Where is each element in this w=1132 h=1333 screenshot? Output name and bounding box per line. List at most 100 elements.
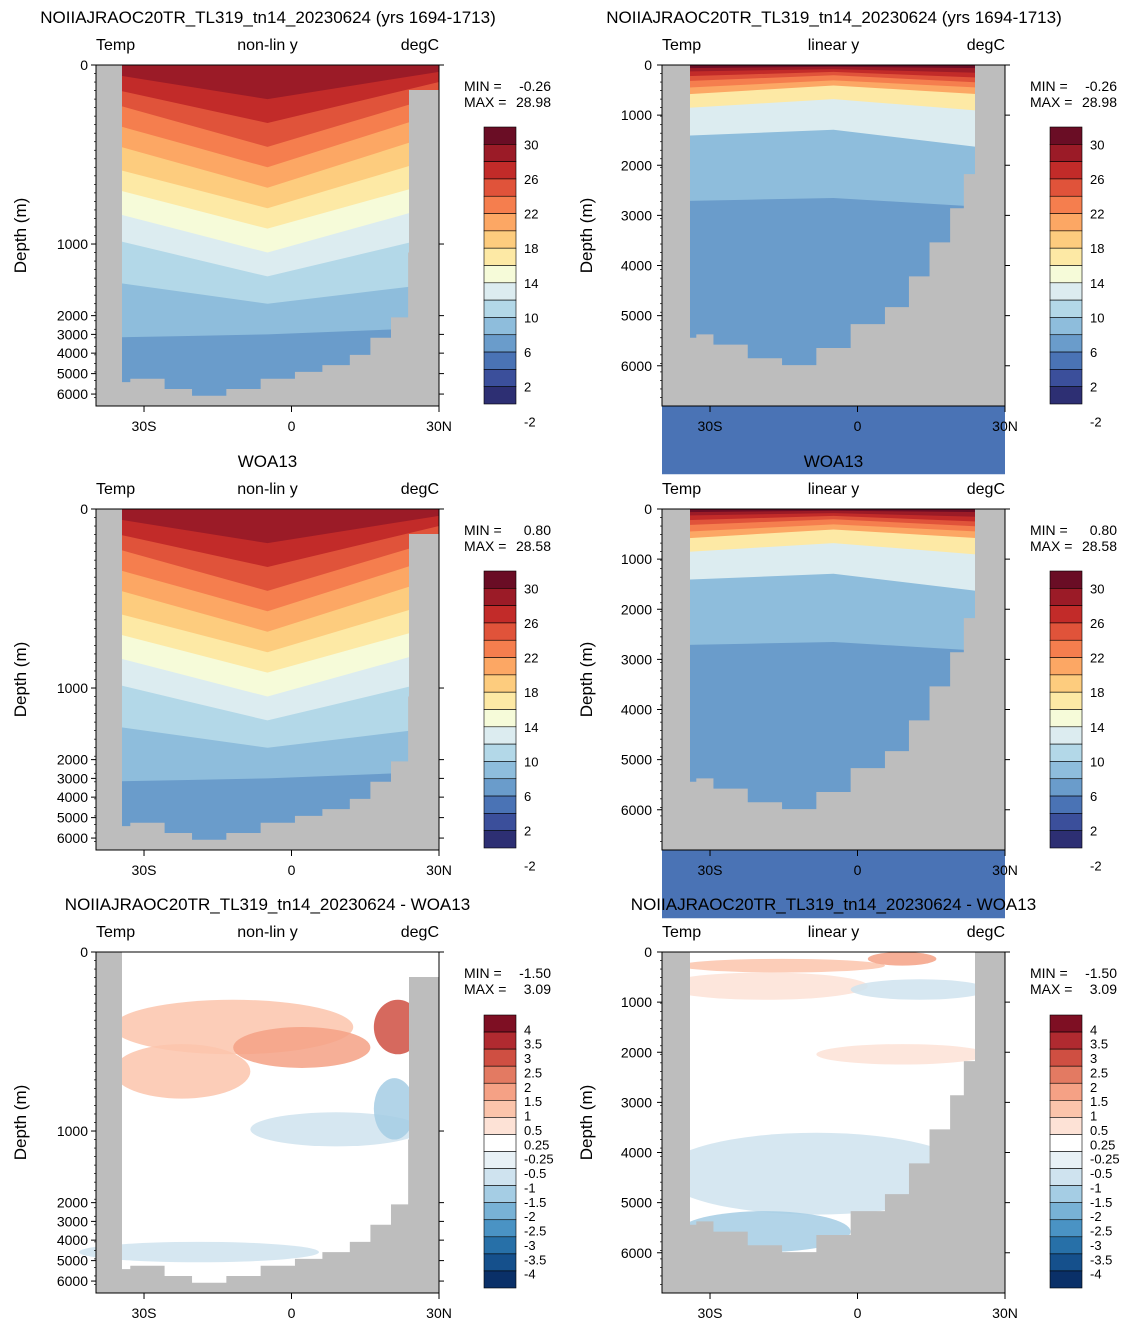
colorbar-swatch	[1049, 351, 1083, 370]
min-value: 0.80	[524, 522, 551, 538]
y-tick-label: 1000	[57, 1123, 88, 1139]
colorbar-label: -1.5	[524, 1195, 546, 1210]
panel-right-label: degC	[967, 37, 1005, 54]
y-tick-label: 5000	[57, 1253, 88, 1269]
colorbar-label: 0.5	[1090, 1123, 1108, 1138]
colorbar-label: -3.5	[524, 1252, 546, 1267]
y-tick-label: 3000	[57, 770, 88, 786]
x-tick-label: 30N	[426, 1305, 452, 1321]
colorbar-label: 22	[1090, 207, 1104, 222]
colorbar-label: -3	[524, 1238, 536, 1253]
panel-right-label: degC	[401, 924, 439, 941]
colorbar-swatch	[483, 334, 517, 353]
land-mask	[662, 509, 1005, 850]
panel-left-label: Temp	[662, 924, 701, 941]
panel-left-label: Temp	[662, 37, 701, 54]
colorbar-swatch	[1049, 178, 1083, 197]
colorbar-label: 1	[1090, 1109, 1097, 1124]
colorbar-swatch	[483, 709, 517, 728]
y-tick-label: 2000	[621, 157, 652, 173]
colorbar-swatch	[483, 1253, 517, 1272]
max-label: MAX =	[464, 981, 506, 997]
colorbar-swatch	[483, 1117, 517, 1135]
colorbar-swatch	[1049, 726, 1083, 745]
colorbar-swatch	[483, 1065, 517, 1084]
colorbar-label: 1.5	[524, 1094, 542, 1109]
x-tick-label: 0	[288, 1305, 296, 1321]
panel-center-label: non-lin y	[237, 924, 297, 941]
y-tick-label: 2000	[57, 1195, 88, 1211]
colorbar-label: 2	[1090, 380, 1097, 395]
y-axis-label: Depth (m)	[577, 642, 596, 718]
colorbar-swatch	[483, 674, 517, 693]
contour-band	[78, 1241, 319, 1263]
colorbar-label: -2	[1090, 1209, 1102, 1224]
y-tick-label: 2000	[57, 752, 88, 768]
y-tick-label: 0	[644, 944, 652, 960]
colorbar-swatch	[1049, 570, 1083, 589]
colorbar-swatch	[1049, 1031, 1083, 1050]
y-axis-label: Depth (m)	[11, 198, 30, 274]
y-tick-label: 5000	[57, 810, 88, 826]
panel-1: NOIIAJRAOC20TR_TL319_tn14_20230624 (yrs …	[11, 8, 551, 434]
colorbar-label: 22	[1090, 651, 1104, 666]
colorbar-swatch	[1049, 213, 1083, 232]
colorbar-swatch	[483, 178, 517, 197]
y-tick-label: 5000	[621, 308, 652, 324]
colorbar-swatch	[1049, 334, 1083, 353]
colorbar-swatch	[483, 813, 517, 831]
panel-3: WOA13 Temp non-lin y degC 0 1000 2000 3000 4000 5…	[11, 452, 551, 878]
x-tick-label: 0	[288, 862, 296, 878]
colorbar-label: 10	[1090, 754, 1104, 769]
colorbar-label: 4	[524, 1022, 531, 1037]
x-tick-label: 30N	[426, 862, 452, 878]
colorbar-swatch	[1049, 639, 1083, 658]
panel-5: NOIIAJRAOC20TR_TL319_tn14_20230624 - WOA…	[11, 895, 554, 1321]
panel-center-label: linear y	[808, 481, 860, 498]
colorbar-swatch	[1049, 195, 1083, 214]
min-label: MIN =	[1030, 78, 1068, 94]
colorbar-swatch	[483, 161, 517, 180]
colorbar-swatch	[483, 1270, 517, 1289]
y-tick-label: 5000	[621, 1195, 652, 1211]
panel-4: WOA13 Temp linear y degC 0 1000 2000 3000 4000 50…	[577, 452, 1117, 919]
panel-right-label: degC	[967, 481, 1005, 498]
x-tick-label: 30S	[132, 1305, 157, 1321]
colorbar-label: 3.5	[524, 1037, 542, 1052]
colorbar-swatch	[483, 1202, 517, 1221]
land-mask	[96, 65, 439, 406]
colorbar-label: 2	[1090, 824, 1097, 839]
y-tick-label: 1000	[57, 680, 88, 696]
colorbar-swatch	[1049, 282, 1083, 301]
y-tick-label: 0	[644, 57, 652, 73]
max-value: 3.09	[1090, 981, 1117, 997]
colorbar-swatch	[1049, 1014, 1083, 1033]
colorbar-swatch	[1049, 1219, 1083, 1238]
colorbar-label: 3.5	[1090, 1037, 1108, 1052]
colorbar-swatch	[483, 282, 517, 301]
y-tick-label: 6000	[57, 830, 88, 846]
y-tick-label: 6000	[57, 1273, 88, 1289]
colorbar-label: -2	[524, 1209, 536, 1224]
panel-right-label: degC	[401, 37, 439, 54]
colorbar-swatch	[483, 230, 517, 249]
colorbar-swatch	[483, 1236, 517, 1255]
colorbar-label: -3.5	[1090, 1252, 1112, 1267]
colorbar-label: 26	[1090, 172, 1104, 187]
y-tick-label: 4000	[621, 1145, 652, 1161]
panel-center-label: linear y	[808, 37, 860, 54]
colorbar-label: 0.25	[1090, 1137, 1115, 1152]
colorbar-swatch	[483, 761, 517, 780]
colorbar-label: 3	[1090, 1051, 1097, 1066]
contour-band	[850, 979, 988, 1000]
colorbar-swatch	[1049, 743, 1083, 762]
y-axis-label: Depth (m)	[577, 1085, 596, 1161]
colorbar-label: 1.5	[1090, 1094, 1108, 1109]
colorbar-swatch	[1049, 247, 1083, 266]
y-tick-label: 1000	[621, 994, 652, 1010]
panel-title: NOIIAJRAOC20TR_TL319_tn14_20230624 (yrs …	[40, 8, 496, 27]
colorbar-swatch	[483, 743, 517, 762]
colorbar-label: 18	[1090, 241, 1104, 256]
colorbar-label: -0.5	[1090, 1166, 1112, 1181]
contour-band	[662, 972, 868, 1000]
